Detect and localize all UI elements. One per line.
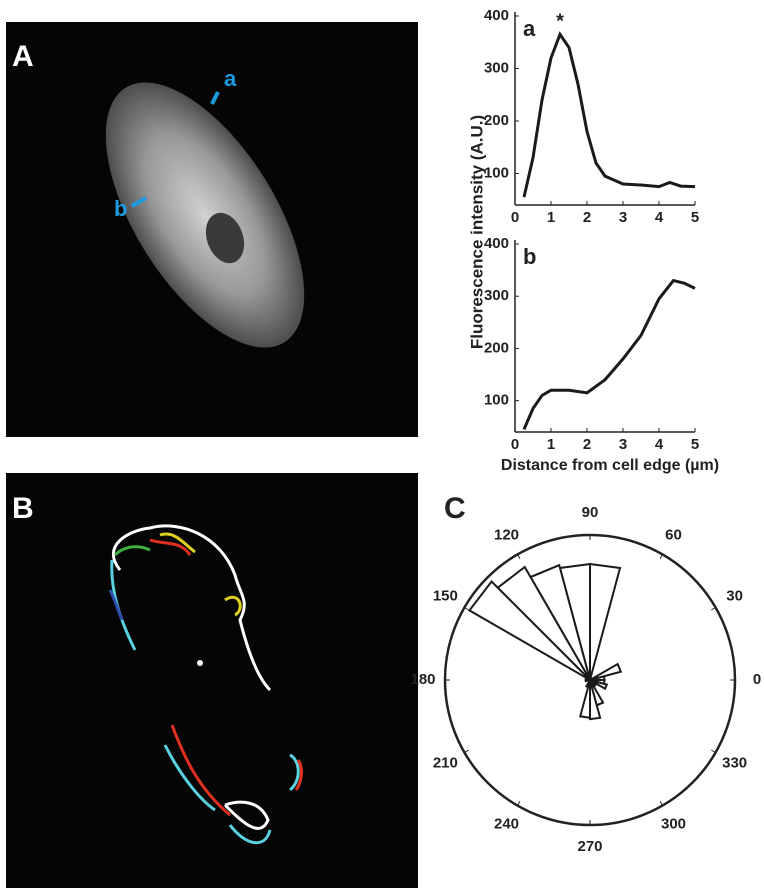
angle-tick-label: 0 xyxy=(753,671,761,688)
line xyxy=(522,278,696,430)
angle-tick xyxy=(710,607,716,611)
x-tick-label: 5 xyxy=(691,436,699,453)
chart-label: a xyxy=(523,16,536,41)
angle-tick xyxy=(464,749,470,753)
rose-wedge xyxy=(589,562,622,681)
angle-tick-label: 300 xyxy=(661,816,686,833)
x-tick-label: 1 xyxy=(547,209,555,226)
angle-tick-label: 210 xyxy=(433,754,458,771)
panel-label: A xyxy=(12,40,34,73)
angle-tick-label: 180 xyxy=(410,671,435,688)
angle-tick xyxy=(710,749,716,753)
angle-tick-label: 240 xyxy=(494,816,519,833)
x-tick-label: 0 xyxy=(511,209,519,226)
y-tick-label: 300 xyxy=(484,59,509,76)
x-tick-label: 4 xyxy=(655,436,664,453)
image-annotation: b xyxy=(114,196,127,221)
x-tick-label: 3 xyxy=(619,436,627,453)
y-tick-label: 400 xyxy=(484,7,509,24)
panel-label: C xyxy=(444,492,466,525)
angle-tick-label: 60 xyxy=(665,526,682,543)
x-tick-label: 2 xyxy=(583,436,591,453)
angle-tick xyxy=(659,554,663,560)
y-tick-label: 400 xyxy=(484,235,509,252)
x-tick-label: 1 xyxy=(547,436,555,453)
image-annotation: a xyxy=(224,66,237,91)
chart-label: b xyxy=(523,244,536,269)
rose-wedge xyxy=(578,679,591,719)
y-tick-label: 200 xyxy=(484,339,509,356)
x-tick-label: 5 xyxy=(691,209,699,226)
annotation-line xyxy=(210,91,220,105)
tracking-image xyxy=(6,473,418,888)
x-tick-label: 4 xyxy=(655,209,664,226)
angle-tick-label: 30 xyxy=(726,587,743,604)
angle-tick-label: 270 xyxy=(577,838,602,855)
y-tick-label: 100 xyxy=(484,164,509,181)
y-tick-label: 300 xyxy=(484,287,509,304)
angle-tick-label: 90 xyxy=(582,504,599,521)
angle-tick xyxy=(464,607,470,611)
x-tick-label: 3 xyxy=(619,209,627,226)
angle-tick-label: 330 xyxy=(722,754,747,771)
angle-tick-label: 120 xyxy=(494,526,519,543)
panel-label: B xyxy=(12,492,34,525)
angle-tick xyxy=(517,800,521,806)
rose-wedge xyxy=(467,580,591,681)
rose-wedge xyxy=(589,662,623,681)
rose-wedge xyxy=(589,679,606,686)
angle-tick-label: 150 xyxy=(433,587,458,604)
cell-image xyxy=(105,82,305,348)
centroid xyxy=(197,660,203,666)
x-axis-label: Distance from cell edge (µm) xyxy=(501,457,719,474)
peak-annotation: * xyxy=(556,11,564,33)
y-tick-label: 100 xyxy=(484,392,509,409)
line xyxy=(522,31,696,198)
y-axis-label: Fluorescence intensity (A.U.) xyxy=(467,115,486,349)
x-tick-label: 2 xyxy=(583,209,591,226)
x-tick-label: 0 xyxy=(511,436,519,453)
edge-tracks xyxy=(108,524,303,845)
angle-tick xyxy=(659,800,663,806)
angle-tick xyxy=(517,554,521,560)
annotation-line xyxy=(131,196,147,208)
y-tick-label: 200 xyxy=(484,112,509,129)
